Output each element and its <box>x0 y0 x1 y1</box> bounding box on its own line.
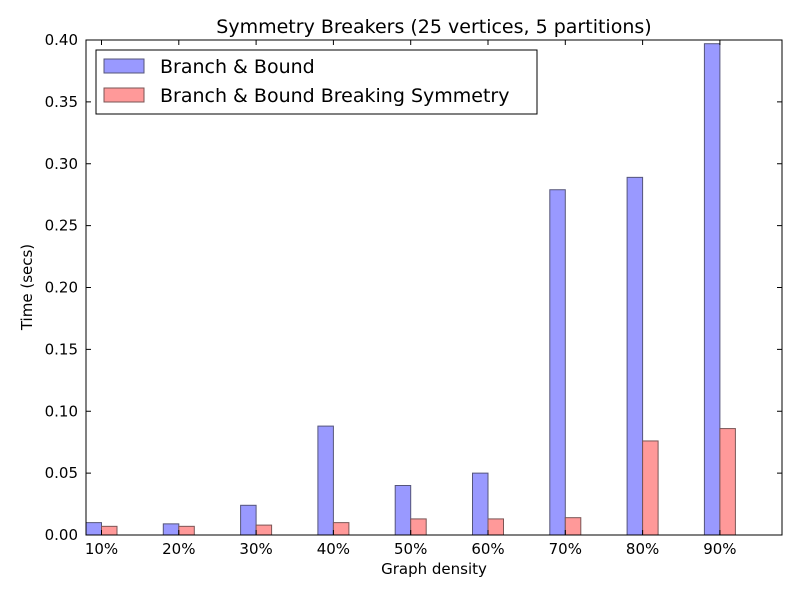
bar-branch-and-bound-60pct <box>472 472 489 536</box>
bar-breaking-symmetry-50pct <box>410 518 427 536</box>
y-tick-label: 0.15 <box>45 340 78 358</box>
x-tick-label: 50% <box>394 540 427 558</box>
y-tick-label: 0.25 <box>45 217 78 235</box>
bar-breaking-symmetry-60pct <box>487 518 504 536</box>
bar-branch-and-bound-70pct <box>549 189 566 536</box>
bar-branch-and-bound-90pct <box>703 43 721 536</box>
x-tick-label: 30% <box>239 540 272 558</box>
y-axis-ticks: 0.00 0.05 0.10 0.15 0.20 0.25 0.30 0.35 0.40 <box>45 31 782 544</box>
x-tick-label: 40% <box>317 540 350 558</box>
y-axis-label: Time (secs) <box>18 244 36 331</box>
legend: Branch & Bound Branch & Bound Breaking S… <box>95 49 538 115</box>
x-tick-label: 10% <box>85 540 118 558</box>
bar-branch-and-bound-30pct <box>240 504 257 536</box>
y-tick-label: 0.40 <box>45 31 78 49</box>
chart-title: Symmetry Breakers (25 vertices, 5 partit… <box>216 16 651 38</box>
x-tick-label: 20% <box>162 540 195 558</box>
bar-breaking-symmetry-70pct <box>564 517 582 536</box>
x-tick-label: 90% <box>703 540 736 558</box>
x-tick-label: 70% <box>549 540 582 558</box>
bar-breaking-symmetry-40pct <box>332 522 350 536</box>
y-tick-label: 0.10 <box>45 402 78 420</box>
bar-breaking-symmetry-90pct <box>719 428 736 536</box>
y-tick-label: 0.20 <box>45 279 78 297</box>
y-tick-label: 0.35 <box>45 93 78 111</box>
y-tick-label: 0.30 <box>45 155 78 173</box>
bar-breaking-symmetry-30pct <box>255 524 273 536</box>
bar-branch-and-bound-20pct <box>162 523 180 536</box>
bar-breaking-symmetry-10pct <box>101 525 118 536</box>
y-tick-label: 0.00 <box>45 526 78 544</box>
legend-label-branch-and-bound-breaking-symmetry: Branch & Bound Breaking Symmetry <box>160 85 509 107</box>
legend-label-branch-and-bound: Branch & Bound <box>160 56 315 78</box>
y-tick-label: 0.05 <box>45 464 78 482</box>
legend-box <box>95 49 538 115</box>
x-tick-label: 80% <box>626 540 659 558</box>
bar-branch-and-bound-80pct <box>626 176 644 536</box>
legend-swatch-branch-and-bound <box>103 58 145 74</box>
bar-breaking-symmetry-20pct <box>178 525 195 536</box>
x-axis-ticks: 10% 20% 30% 40% 50% 60% 70% 80% 90% <box>85 40 737 558</box>
bar-branch-and-bound-10pct <box>85 522 102 536</box>
bar-branch-and-bound-40pct <box>317 425 334 536</box>
x-tick-label: 60% <box>471 540 504 558</box>
legend-swatch-branch-and-bound-breaking-symmetry <box>103 87 145 103</box>
bars-group <box>85 43 736 536</box>
x-axis-label: Graph density <box>381 560 487 578</box>
bar-breaking-symmetry-80pct <box>642 440 659 536</box>
bar-branch-and-bound-50pct <box>394 485 412 536</box>
